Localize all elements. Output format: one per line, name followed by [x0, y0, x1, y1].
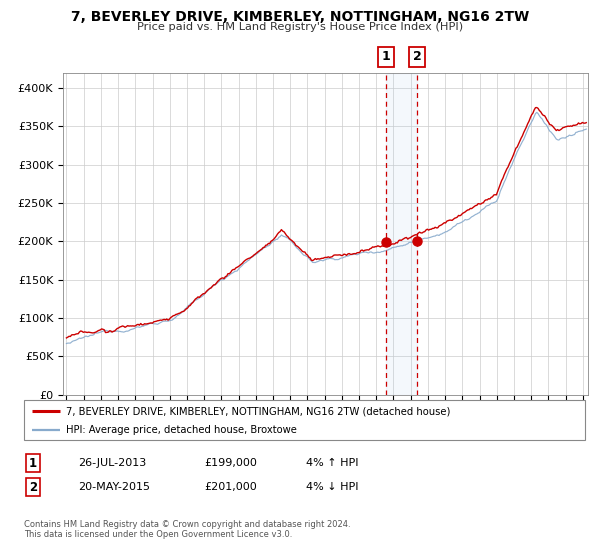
Text: Contains HM Land Registry data © Crown copyright and database right 2024.
This d: Contains HM Land Registry data © Crown c… [24, 520, 350, 539]
Bar [386, 73, 417, 395]
Text: 2: 2 [29, 480, 37, 494]
Text: 4% ↑ HPI: 4% ↑ HPI [306, 458, 359, 468]
Text: 1: 1 [382, 50, 391, 63]
Text: 4% ↓ HPI: 4% ↓ HPI [306, 482, 359, 492]
Text: 1: 1 [29, 456, 37, 470]
Text: Price paid vs. HM Land Registry's House Price Index (HPI): Price paid vs. HM Land Registry's House … [137, 22, 463, 32]
FancyBboxPatch shape [24, 400, 585, 440]
Text: 7, BEVERLEY DRIVE, KIMBERLEY, NOTTINGHAM, NG16 2TW: 7, BEVERLEY DRIVE, KIMBERLEY, NOTTINGHAM… [71, 10, 529, 24]
Text: HPI: Average price, detached house, Broxtowe: HPI: Average price, detached house, Brox… [66, 425, 297, 435]
Text: 26-JUL-2013: 26-JUL-2013 [78, 458, 146, 468]
Text: 20-MAY-2015: 20-MAY-2015 [78, 482, 150, 492]
Text: 2: 2 [413, 50, 422, 63]
Text: £201,000: £201,000 [204, 482, 257, 492]
Text: 7, BEVERLEY DRIVE, KIMBERLEY, NOTTINGHAM, NG16 2TW (detached house): 7, BEVERLEY DRIVE, KIMBERLEY, NOTTINGHAM… [66, 407, 451, 417]
Text: £199,000: £199,000 [204, 458, 257, 468]
